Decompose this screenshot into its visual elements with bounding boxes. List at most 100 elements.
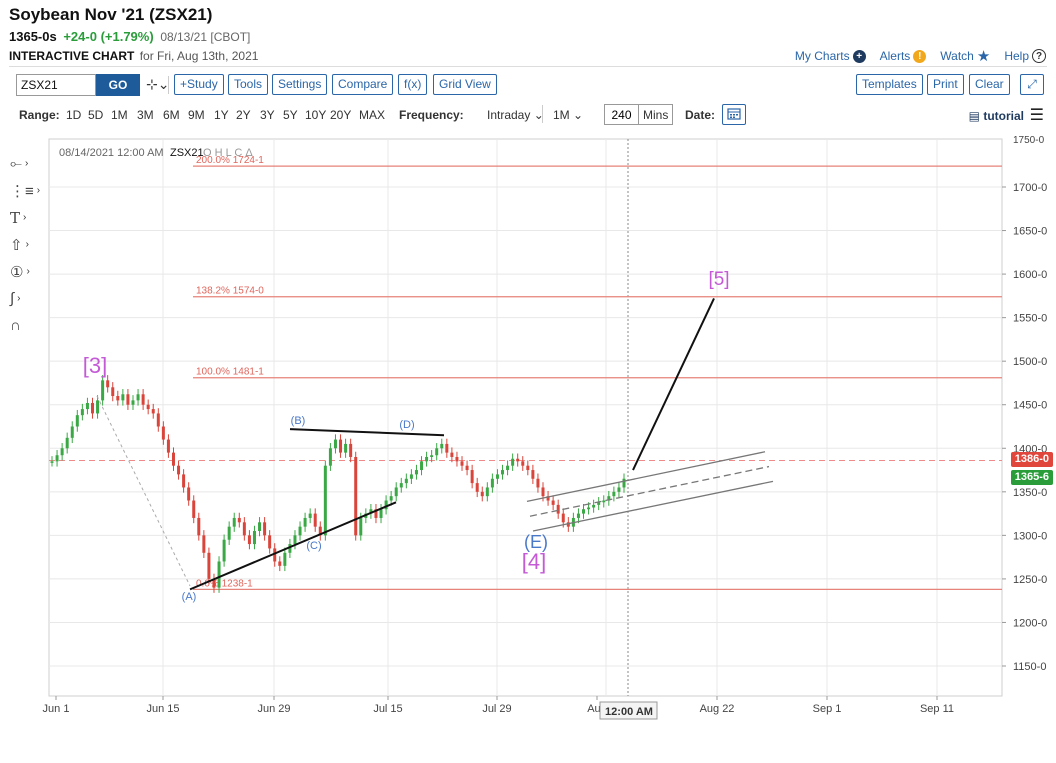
candle-body <box>217 561 221 588</box>
help-link[interactable]: Help ? <box>1004 49 1046 63</box>
x-tick-label: Sep 11 <box>920 703 954 715</box>
range-9m[interactable]: 9M <box>188 108 205 122</box>
candle-body <box>440 443 444 449</box>
arrow-tool[interactable]: ⇧ › <box>10 231 44 258</box>
fibonacci-icon: ⋮≡ <box>10 182 34 200</box>
candle-body <box>247 535 251 545</box>
fib-label: 138.2% 1574-0 <box>196 286 264 297</box>
chevron-down-icon: ⌄ <box>573 108 584 122</box>
watch-link[interactable]: Watch ★ <box>940 47 990 65</box>
drawing-tools: ⟜ › ⋮≡ › T › ⇧ › ① › ∫ › ∩ <box>10 150 44 339</box>
candle-body <box>389 496 393 501</box>
range-3m[interactable]: 3M <box>137 108 154 122</box>
candle-body <box>582 509 586 514</box>
my-charts-link[interactable]: My Charts + <box>795 49 866 63</box>
price-chart[interactable]: 200.0% 1724-1 138.2% 1574-0 100.0% 1481-1 0… <box>0 130 1056 725</box>
candle-body <box>146 404 150 410</box>
range-1m[interactable]: 1M <box>111 108 128 122</box>
candle-body <box>359 517 363 536</box>
toolbar-separator <box>168 76 169 94</box>
expand-icon[interactable]: ⤢ <box>1020 74 1044 95</box>
y-tick-label: 1550-0 <box>1013 313 1047 325</box>
templates-button[interactable]: Templates <box>856 74 923 95</box>
clear-button[interactable]: Clear <box>969 74 1010 95</box>
candle-body <box>490 478 494 488</box>
range-1y[interactable]: 1Y <box>214 108 229 122</box>
range-label: Range: <box>19 108 60 122</box>
wave-label-tool[interactable]: ① › <box>10 258 44 285</box>
range-6m[interactable]: 6M <box>163 108 180 122</box>
chevron-right-icon: › <box>25 239 29 250</box>
range-10y[interactable]: 10Y <box>305 108 327 122</box>
candle-body <box>197 517 201 536</box>
tutorial-link[interactable]: ▤ tutorial <box>969 109 1024 123</box>
candle-body <box>602 500 606 503</box>
range-5d[interactable]: 5D <box>88 108 104 122</box>
range-3y[interactable]: 3Y <box>260 108 275 122</box>
range-max[interactable]: MAX <box>359 108 386 122</box>
candle-body <box>323 465 327 536</box>
magnet-tool[interactable]: ∩ <box>10 312 44 339</box>
candle-body <box>430 455 434 457</box>
range-2y[interactable]: 2Y <box>236 108 251 122</box>
candle-body <box>374 509 378 518</box>
candle-body <box>70 426 74 438</box>
add-study-button[interactable]: +Study <box>174 74 224 95</box>
range-20y[interactable]: 20Y <box>330 108 352 122</box>
crosshair-cursor-icon[interactable]: ⊹⌄ <box>146 76 170 92</box>
candle-body <box>268 535 272 549</box>
range-5y[interactable]: 5Y <box>283 108 298 122</box>
tutorial-label: tutorial <box>983 109 1024 123</box>
chevron-down-icon: ⌄ <box>533 108 544 122</box>
candle-body <box>485 487 489 497</box>
candle-body <box>242 522 246 536</box>
range-1d[interactable]: 1D <box>66 108 82 122</box>
line-tool[interactable]: ⟜ › <box>10 150 44 177</box>
candle-body <box>501 470 505 475</box>
tools-button[interactable]: Tools <box>228 74 269 95</box>
symbol-input[interactable] <box>16 74 96 96</box>
candle-body <box>349 443 353 457</box>
range-separator <box>542 105 543 123</box>
text-tool[interactable]: T › <box>10 204 44 231</box>
print-button[interactable]: Print <box>927 74 964 95</box>
candle-body <box>96 400 100 414</box>
wave-label: (D) <box>399 419 414 431</box>
candle-body <box>460 461 464 466</box>
interval-select[interactable]: 1M ⌄ <box>553 108 583 122</box>
price-tag: 1386-0 <box>1010 452 1053 468</box>
fibonacci-tool[interactable]: ⋮≡ › <box>10 177 44 204</box>
alerts-link[interactable]: Alerts ! <box>880 49 927 63</box>
chevron-right-icon: › <box>17 293 21 304</box>
curve-tool[interactable]: ∫ › <box>10 285 44 312</box>
candle-body <box>222 539 226 562</box>
alerts-label: Alerts <box>879 49 911 63</box>
fx-button[interactable]: f(x) <box>398 74 428 95</box>
candle-body <box>85 402 89 410</box>
channel-mid-line <box>529 465 770 517</box>
grid-view-button[interactable]: Grid View <box>433 74 497 95</box>
help-label: Help <box>1004 49 1029 63</box>
calendar-icon[interactable] <box>722 104 746 125</box>
candle-body <box>561 513 565 523</box>
settings-button[interactable]: Settings <box>272 74 328 95</box>
line-tool-icon: ⟜ <box>10 155 23 172</box>
candle-body <box>384 500 388 510</box>
y-tick-label-top: 1750-0 <box>1013 135 1045 146</box>
wave-label: (E) <box>524 532 548 552</box>
y-axis: 1700-0 1650-0 1600-0 1550-0 1500-0 1450-0 1400… <box>1002 135 1047 673</box>
menu-icon[interactable]: ☰ <box>1029 107 1044 124</box>
minutes-input[interactable] <box>604 104 639 125</box>
candle-body <box>587 507 591 510</box>
go-button[interactable]: GO <box>96 74 140 96</box>
x-tick-label: Jun 1 <box>43 703 70 715</box>
candle-body <box>232 517 236 527</box>
last-price: 1365-0s <box>9 29 57 44</box>
candle-body <box>171 452 175 466</box>
compare-button[interactable]: Compare <box>332 74 394 95</box>
y-tick-label: 1650-0 <box>1013 226 1047 238</box>
candle-body <box>131 400 135 405</box>
candle-body <box>111 387 115 397</box>
frequency-select[interactable]: Intraday ⌄ <box>487 108 544 122</box>
y-tick-label: 1300-0 <box>1013 530 1047 542</box>
